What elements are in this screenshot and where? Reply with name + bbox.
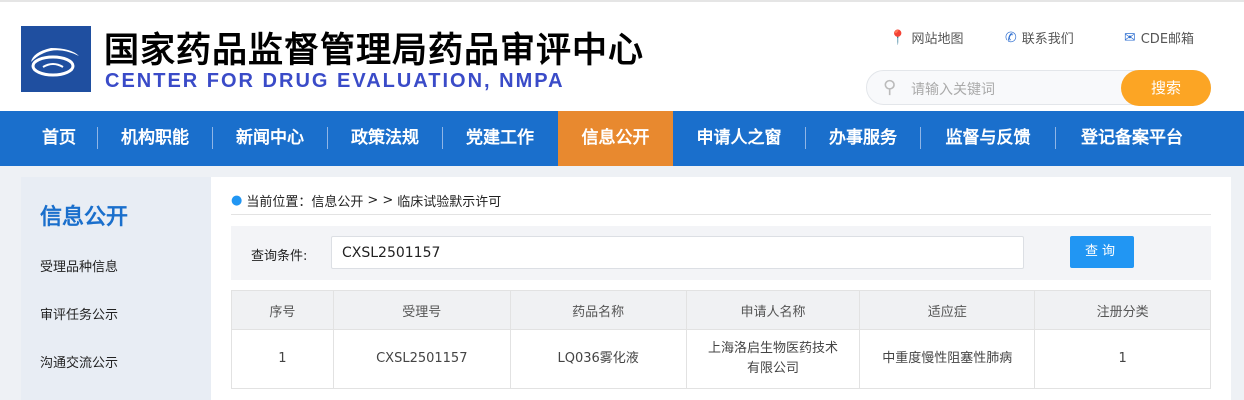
nav-divider — [327, 127, 328, 149]
query-label: 查询条件: — [251, 249, 308, 264]
col-applicant: 申请人名称 — [685, 290, 861, 330]
nav-registration[interactable]: 登记备案平台 — [1081, 128, 1183, 148]
nav-applicant[interactable]: 申请人之窗 — [696, 128, 782, 148]
table-header: 序号 受理号 药品名称 申请人名称 适应症 注册分类 — [231, 290, 1211, 330]
cell-drug-name: LQ036雾化液 — [509, 329, 687, 389]
nav-home[interactable]: 首页 — [42, 128, 76, 148]
col-index: 序号 — [231, 290, 334, 330]
nav-divider — [212, 127, 213, 149]
query-button[interactable]: 查询 — [1070, 236, 1134, 268]
divider — [231, 214, 1211, 215]
nav-divider — [920, 127, 921, 149]
sidebar-item-communication[interactable]: 沟通交流公示 — [40, 356, 119, 371]
query-input[interactable]: CXSL2501157 — [331, 236, 1024, 269]
search-icon: ⚲ — [883, 77, 897, 98]
cell-acceptance-no: CXSL2501157 — [332, 329, 511, 389]
col-drug-name: 药品名称 — [509, 290, 687, 330]
sidebar-item-accepted[interactable]: 受理品种信息 — [40, 260, 119, 275]
nav-supervision[interactable]: 监督与反馈 — [945, 128, 1031, 148]
site-title: 国家药品监督管理局药品审评中心 — [104, 31, 645, 71]
mail-link[interactable]: ✉ CDE邮箱 — [1124, 28, 1195, 48]
sitemap-label: 网站地图 — [911, 32, 964, 47]
cell-indication: 中重度慢性阻塞性肺病 — [859, 329, 1036, 389]
results-table: 序号 受理号 药品名称 申请人名称 适应症 注册分类 1 CXSL2501157… — [231, 290, 1211, 389]
table-row: 1 CXSL2501157 LQ036雾化液 上海洛启生物医药技术有限公司 中重… — [231, 329, 1211, 389]
col-registration-class: 注册分类 — [1034, 290, 1211, 330]
main-nav: 首页 机构职能 新闻中心 政策法规 党建工作 信息公开 申请人之窗 办事服务 监… — [0, 111, 1244, 166]
phone-icon: ✆ — [1005, 29, 1017, 46]
breadcrumb: ● 当前位置：信息公开 > > 临床试验默示许可 — [231, 191, 501, 210]
site-header: 国家药品监督管理局药品审评中心 CENTER FOR DRUG EVALUATI… — [0, 0, 1244, 111]
cell-index: 1 — [231, 329, 334, 389]
nav-news[interactable]: 新闻中心 — [236, 128, 304, 148]
search-bar: ⚲ 请输入关键词 搜索 — [866, 70, 1211, 106]
nav-info-disclosure[interactable]: 信息公开 — [558, 111, 673, 166]
nav-policy[interactable]: 政策法规 — [351, 128, 419, 148]
applicant-name: 上海洛启生物医药技术有限公司 — [707, 341, 838, 376]
mail-label: CDE邮箱 — [1140, 32, 1195, 47]
search-input[interactable]: 请输入关键词 — [911, 82, 995, 98]
cell-registration-class: 1 — [1034, 329, 1211, 389]
breadcrumb-prefix[interactable]: 当前位置：信息公开 — [246, 195, 364, 210]
nav-party[interactable]: 党建工作 — [466, 128, 534, 148]
location-pin-icon: ● — [231, 193, 243, 208]
sitemap-link[interactable]: 📍 网站地图 — [889, 28, 964, 48]
col-acceptance-no: 受理号 — [332, 290, 511, 330]
contact-link[interactable]: ✆ 联系我们 — [1005, 28, 1074, 48]
search-button[interactable]: 搜索 — [1121, 70, 1211, 106]
cde-logo[interactable] — [21, 26, 91, 92]
contact-label: 联系我们 — [1021, 32, 1074, 47]
sidebar: 信息公开 受理品种信息 审评任务公示 沟通交流公示 — [21, 177, 211, 400]
col-indication: 适应症 — [859, 290, 1036, 330]
nav-divider — [805, 127, 806, 149]
nav-organization[interactable]: 机构职能 — [121, 128, 189, 148]
site-title-en: CENTER FOR DRUG EVALUATION, NMPA — [105, 70, 565, 92]
map-pin-icon: 📍 — [889, 29, 907, 46]
breadcrumb-current: 临床试验默示许可 — [397, 195, 502, 210]
main-content: ● 当前位置：信息公开 > > 临床试验默示许可 查询条件: CXSL25011… — [211, 177, 1231, 400]
nav-divider — [97, 127, 98, 149]
mail-icon: ✉ — [1124, 29, 1136, 46]
breadcrumb-separator: > > — [367, 193, 394, 208]
sidebar-item-review-tasks[interactable]: 审评任务公示 — [40, 308, 119, 323]
query-panel: 查询条件: CXSL2501157 查询 — [231, 226, 1211, 280]
cell-applicant: 上海洛启生物医药技术有限公司 — [685, 329, 861, 389]
nav-divider — [442, 127, 443, 149]
nav-services[interactable]: 办事服务 — [829, 128, 897, 148]
sidebar-title: 信息公开 — [40, 205, 129, 230]
nav-divider — [1055, 127, 1056, 149]
